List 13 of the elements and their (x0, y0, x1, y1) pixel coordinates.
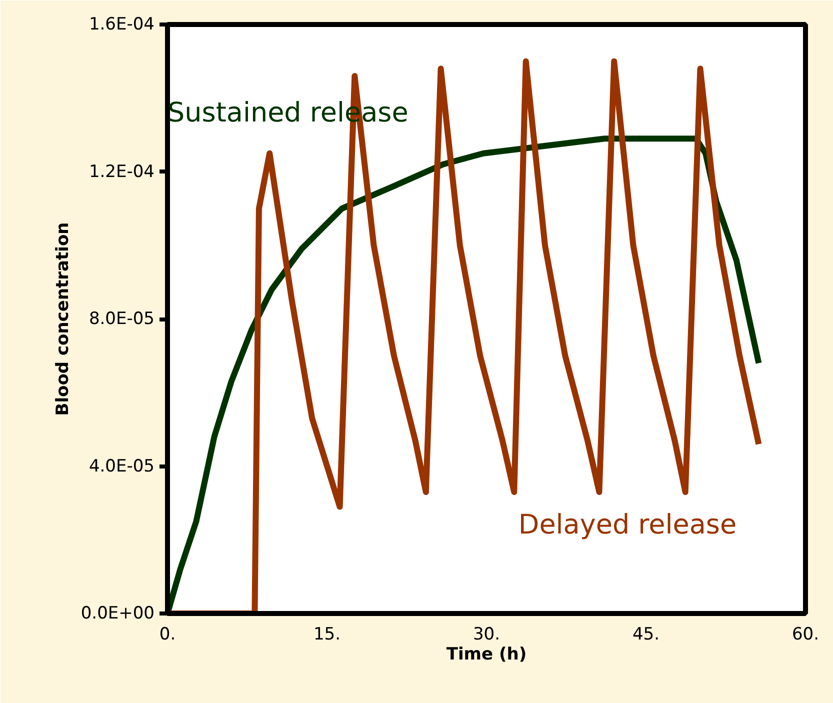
x-tick-label: 0. (159, 624, 176, 644)
y-tick-label: 8.0E-05 (88, 309, 155, 329)
y-tick-label: 4.0E-05 (88, 456, 155, 476)
y-tick-label: 1.2E-04 (88, 162, 155, 182)
x-tick-label: 60. (792, 624, 820, 644)
y-tick-label: 1.6E-04 (88, 14, 155, 34)
x-tick-label: 45. (632, 624, 660, 644)
x-axis-title: Time (h) (446, 644, 527, 664)
series-label: Delayed release (518, 510, 737, 541)
y-tick-label: 0.0E+00 (80, 604, 155, 624)
y-axis-title: Blood concentration (52, 222, 73, 416)
x-tick-label: 30. (472, 624, 500, 644)
x-tick-label: 15. (313, 624, 341, 644)
